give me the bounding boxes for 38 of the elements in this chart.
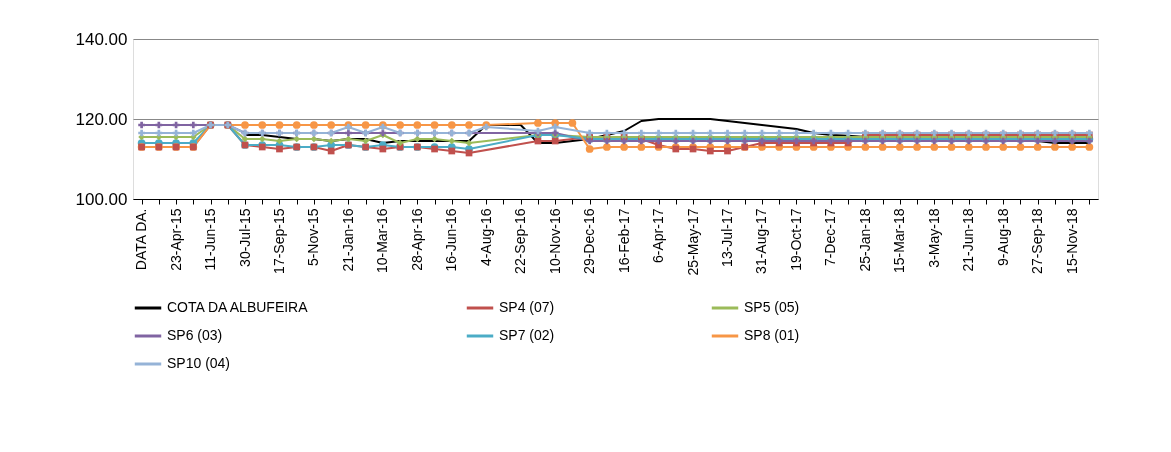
x-tick-label: 16-Jun-16 <box>443 208 460 272</box>
x-tick-label: 13-Jul-17 <box>719 208 736 267</box>
x-tick-label: 7-Dec-17 <box>822 208 839 267</box>
y-tick-label: 120.00 <box>75 109 128 129</box>
x-tick-label: 15-Mar-18 <box>891 208 908 274</box>
x-tick-label: 10-Mar-16 <box>374 208 391 274</box>
x-tick-label: 15-Nov-18 <box>1063 208 1080 274</box>
x-tick-label: 27-Sep-18 <box>1029 208 1046 274</box>
x-tick-label: 23-Apr-15 <box>167 208 184 271</box>
x-tick-label: 11-Jun-15 <box>202 208 219 271</box>
x-tick-label: 4-Aug-16 <box>477 208 494 267</box>
x-tick-label: 30-Jul-15 <box>236 208 253 267</box>
legend-label: SP6 (03) <box>167 327 223 343</box>
x-tick-label: DATA DA. <box>133 208 150 271</box>
legend-label: SP5 (05) <box>744 299 800 315</box>
y-tick-label: 100.00 <box>75 189 128 209</box>
legend-label: COTA DA ALBUFEIRA <box>167 299 309 315</box>
legend-label: SP10 (04) <box>167 355 231 371</box>
x-tick-label: 29-Dec-16 <box>581 208 598 274</box>
y-tick-label: 140.00 <box>75 29 128 49</box>
legend-label: SP4 (07) <box>499 299 555 315</box>
x-tick-label: 3-May-18 <box>925 208 942 268</box>
x-tick-label: 9-Aug-18 <box>994 208 1011 267</box>
x-tick-label: 25-May-17 <box>684 208 701 276</box>
x-tick-label: 22-Sep-16 <box>512 208 529 274</box>
x-tick-label: 21-Jun-18 <box>960 208 977 272</box>
legend-label: SP7 (02) <box>499 327 555 343</box>
x-tick-label: 10-Nov-16 <box>546 208 563 274</box>
x-tick-label: 31-Aug-17 <box>753 208 770 274</box>
x-tick-label: 21-Jan-16 <box>339 208 356 272</box>
x-tick-label: 6-Apr-17 <box>650 208 667 263</box>
x-tick-label: 16-Feb-17 <box>615 208 632 274</box>
legend-label: SP8 (01) <box>744 327 800 343</box>
x-tick-label: 17-Sep-15 <box>270 208 287 274</box>
x-tick-label: 28-Apr-16 <box>408 208 425 271</box>
x-tick-label: 5-Nov-15 <box>305 208 322 267</box>
x-tick-label: 25-Jan-18 <box>856 208 873 272</box>
x-tick-label: 19-Oct-17 <box>787 208 804 271</box>
